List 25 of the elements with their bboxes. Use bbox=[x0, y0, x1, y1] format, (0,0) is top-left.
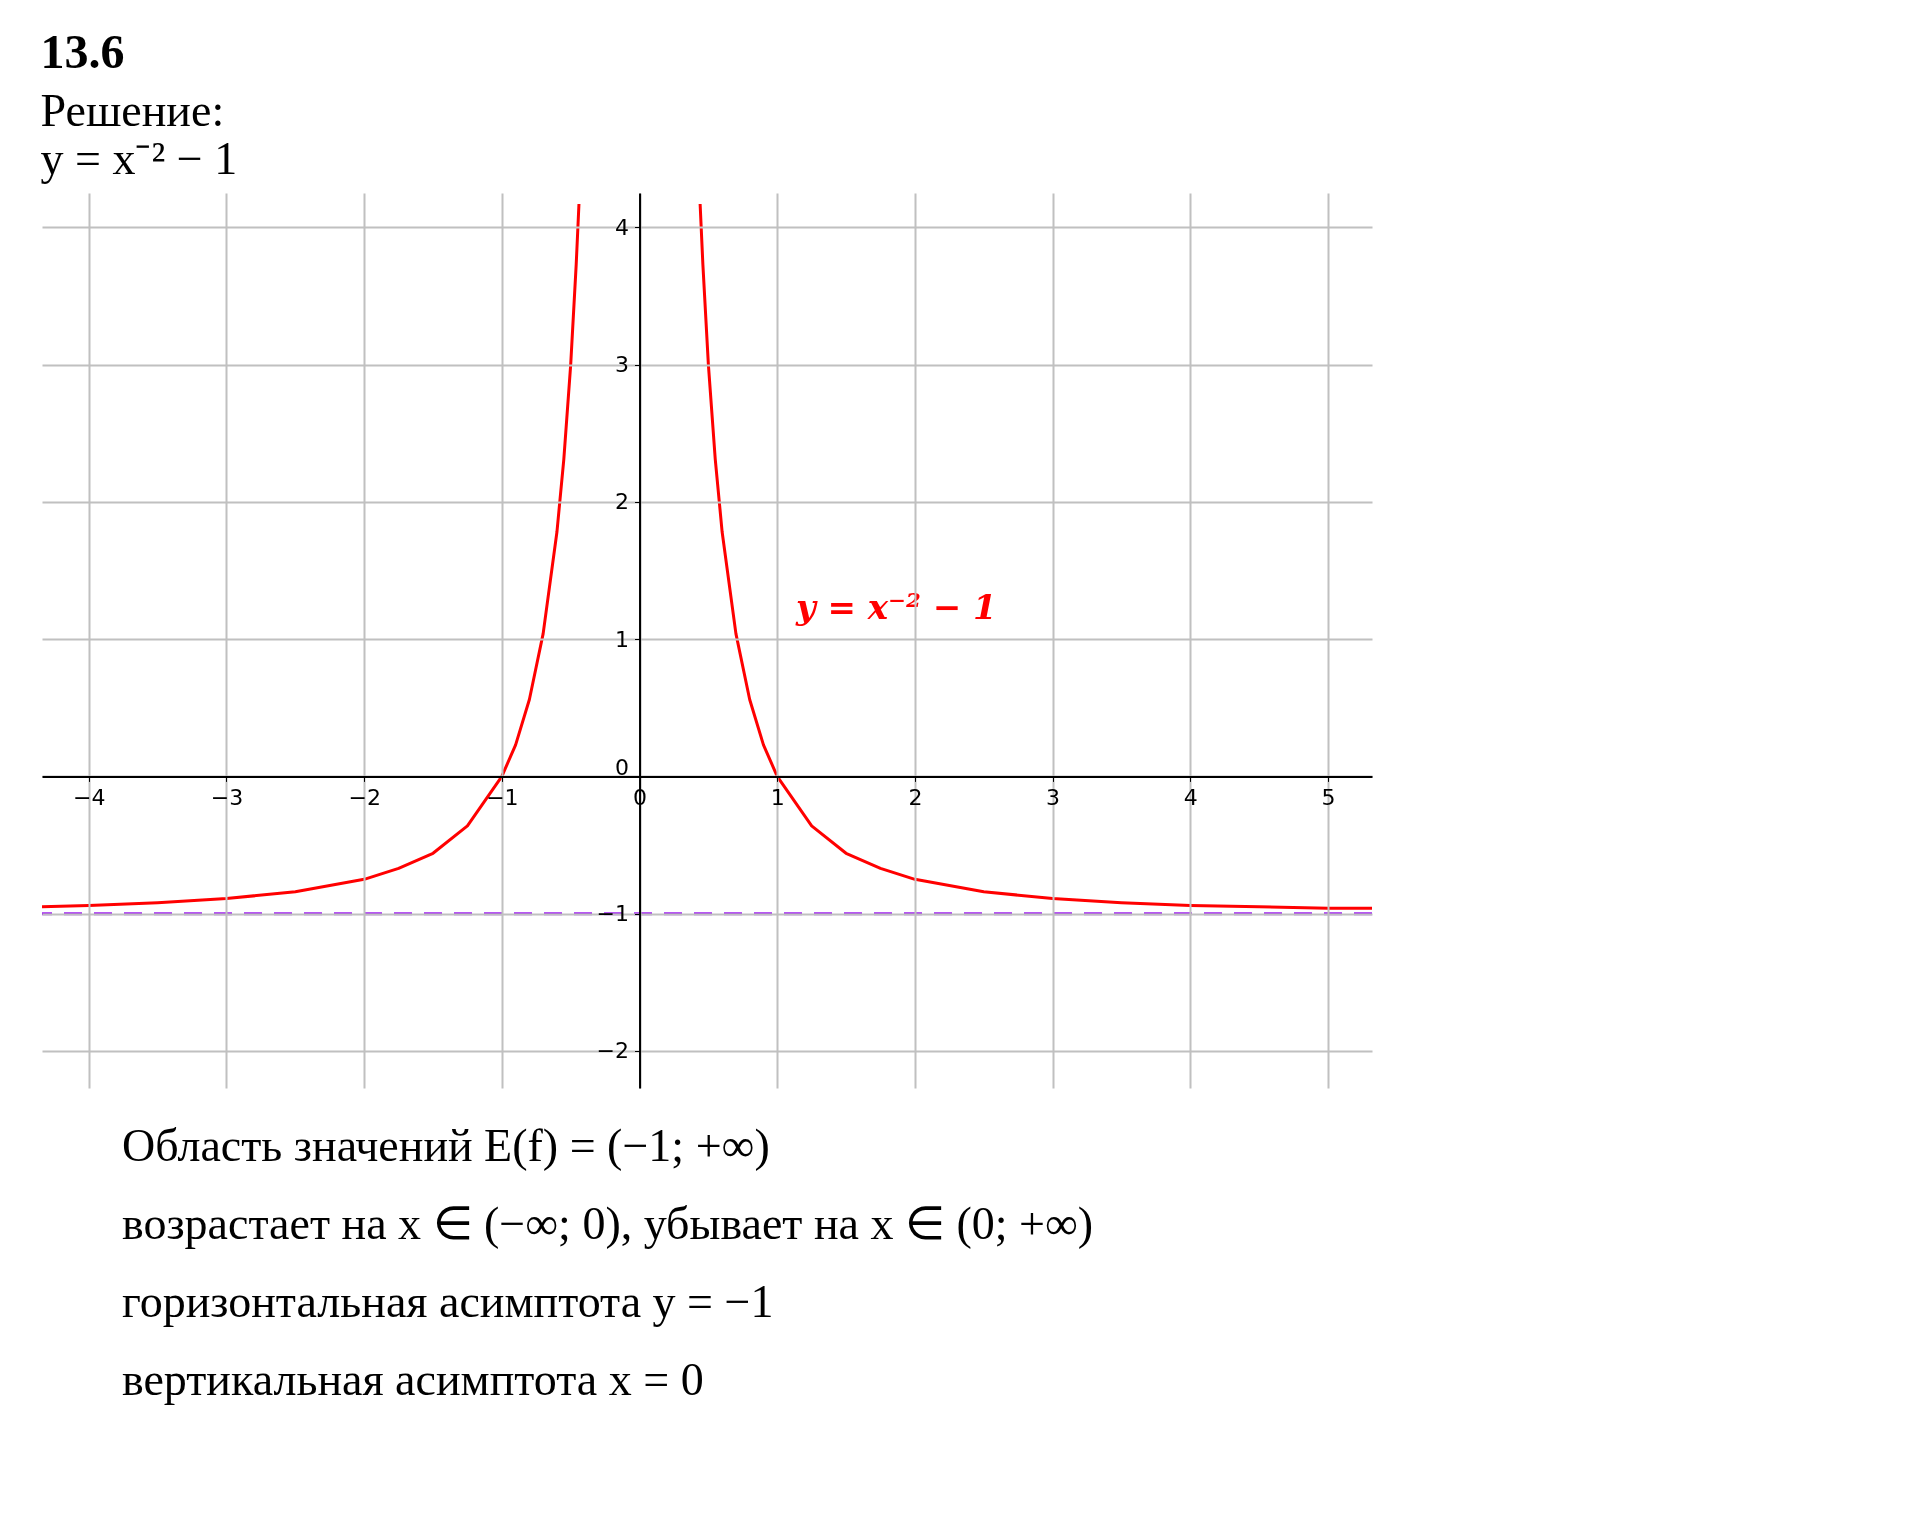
x-tick-label: −3 bbox=[210, 784, 244, 810]
text: Решение: bbox=[40, 85, 225, 136]
text: y = x⁻² − 1 bbox=[40, 133, 238, 184]
x-tick-label: −1 bbox=[486, 784, 519, 810]
x-tick-label: −2 bbox=[348, 784, 381, 810]
x-tick-label: 4 bbox=[1183, 784, 1198, 810]
x-tick-label: 2 bbox=[908, 784, 923, 810]
chart-title: 13.6 bbox=[40, 25, 125, 78]
y-tick-label: 2 bbox=[615, 489, 630, 515]
y-tick-label: 4 bbox=[615, 214, 630, 240]
x-tick-label: 5 bbox=[1321, 784, 1336, 810]
y-tick-label: −2 bbox=[596, 1038, 630, 1064]
text: Область значений E(f) = (−1; +∞) bbox=[122, 1120, 770, 1171]
line-series bbox=[42, 202, 581, 909]
text: горизонтальная асимптота y = −1 bbox=[122, 1276, 774, 1327]
text: возрастает на x ∈ (−∞; 0), убывает на x ∈ (0; +∞) bbox=[122, 1198, 1094, 1249]
series-label: y = x⁻² − 1 bbox=[794, 586, 997, 627]
x-tick-label: −4 bbox=[73, 784, 106, 810]
line-series bbox=[698, 202, 1372, 910]
y-tick-label: 3 bbox=[615, 352, 630, 378]
x-tick-label: 1 bbox=[770, 784, 785, 810]
text: вертикальная асимптота x = 0 bbox=[122, 1354, 704, 1405]
y-tick-label: 0 bbox=[615, 754, 630, 780]
y-tick-label: 1 bbox=[615, 626, 630, 652]
x-tick-label: 3 bbox=[1046, 784, 1061, 810]
